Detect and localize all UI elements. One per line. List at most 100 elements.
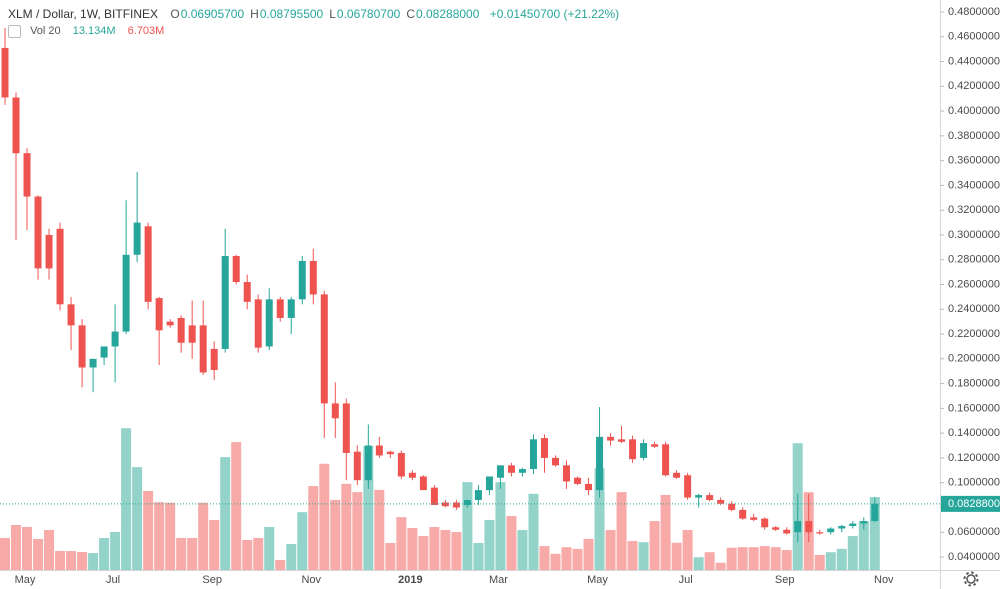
volume-bar [11,525,22,570]
volume-bar [220,457,231,570]
symbol-title[interactable]: XLM / Dollar, 1W, BITFINEX [8,7,159,21]
candle-body [761,518,769,528]
candle-body [849,523,857,527]
candle-body [111,331,119,347]
volume-bar [627,541,638,570]
x-tick-label: Nov [874,574,894,586]
volume-bar [561,547,572,570]
volume-bar [154,502,165,570]
volume-bar [660,494,671,570]
candle-body [430,487,438,505]
volume-bar [616,492,627,570]
x-tick-label: Jul [679,574,693,586]
candle-body [342,403,350,453]
volume-bar [770,547,781,570]
candle-body [177,317,185,343]
gear[interactable] [966,574,976,584]
volume-bar [341,483,352,570]
volume-bar [847,536,858,570]
volume-bar [187,537,198,570]
candle-body [651,444,659,447]
settings-icon[interactable] [963,571,979,587]
volume-bar [209,519,220,570]
candle-body [1,47,9,98]
volume-bar [693,557,704,570]
collapse-button[interactable] [8,25,21,38]
candle-body [45,234,53,269]
volume-bar [462,482,473,570]
candle-body [232,256,240,283]
candle-body [34,196,42,269]
volume-bar [396,517,407,570]
volume-bar [363,445,374,570]
candle-body [474,490,482,501]
volume-bar [253,537,264,570]
volume-bar [649,521,660,570]
volume-bar [781,549,792,570]
volume-bar [517,530,528,570]
candle-body [452,502,460,508]
volume-bar [33,538,44,570]
volume-bar [297,512,308,570]
candle-body [287,299,295,318]
candle-body [122,254,130,332]
candle-body [166,321,174,326]
candle-body [133,222,141,255]
volume-bar [132,467,143,570]
volume-bar [759,546,770,570]
candle-body [199,325,207,373]
ohlc-value: 0.08288000 [415,7,480,21]
volume-bar [594,468,605,570]
volume-bar [374,489,385,570]
candle-body [518,469,526,473]
candle-body [309,260,317,295]
candle-body [67,304,75,326]
volume-bar [121,428,132,570]
volume-bar [836,548,847,570]
volume-bar [242,539,253,570]
candle-body [662,444,670,476]
x-tick-label: 2019 [398,574,422,586]
candle-body [728,503,736,510]
candle-body [629,439,637,460]
candle-body [816,532,824,534]
candle-body [860,521,868,524]
volume-bar [352,492,363,570]
candle-body [331,403,339,419]
volume-bar [429,527,440,570]
candles [1,28,879,543]
volume-bar [440,530,451,570]
candle-body [596,436,604,491]
volume-bar [165,502,176,570]
volume-bar [143,491,154,570]
gear-teeth[interactable] [963,571,979,587]
volume-bar [0,537,10,570]
volume-bar [418,536,429,570]
volume-legend: Vol 20 13.134M 6.703M [8,25,165,38]
candle-body [552,457,559,466]
volume-bar [22,527,33,570]
ohlc-key: H [250,7,259,21]
candle-body [750,517,758,520]
volume-bar [550,553,561,570]
volume-bar [869,496,880,570]
volume-bar [308,486,319,570]
volume-value: 13.134M [72,25,116,38]
volume-bar [264,527,275,570]
candle-body [78,325,86,368]
candle-body [563,465,571,482]
candle-body [717,500,725,504]
volume-bar [319,463,330,570]
candle-body [419,476,427,491]
candle-body [243,282,251,302]
